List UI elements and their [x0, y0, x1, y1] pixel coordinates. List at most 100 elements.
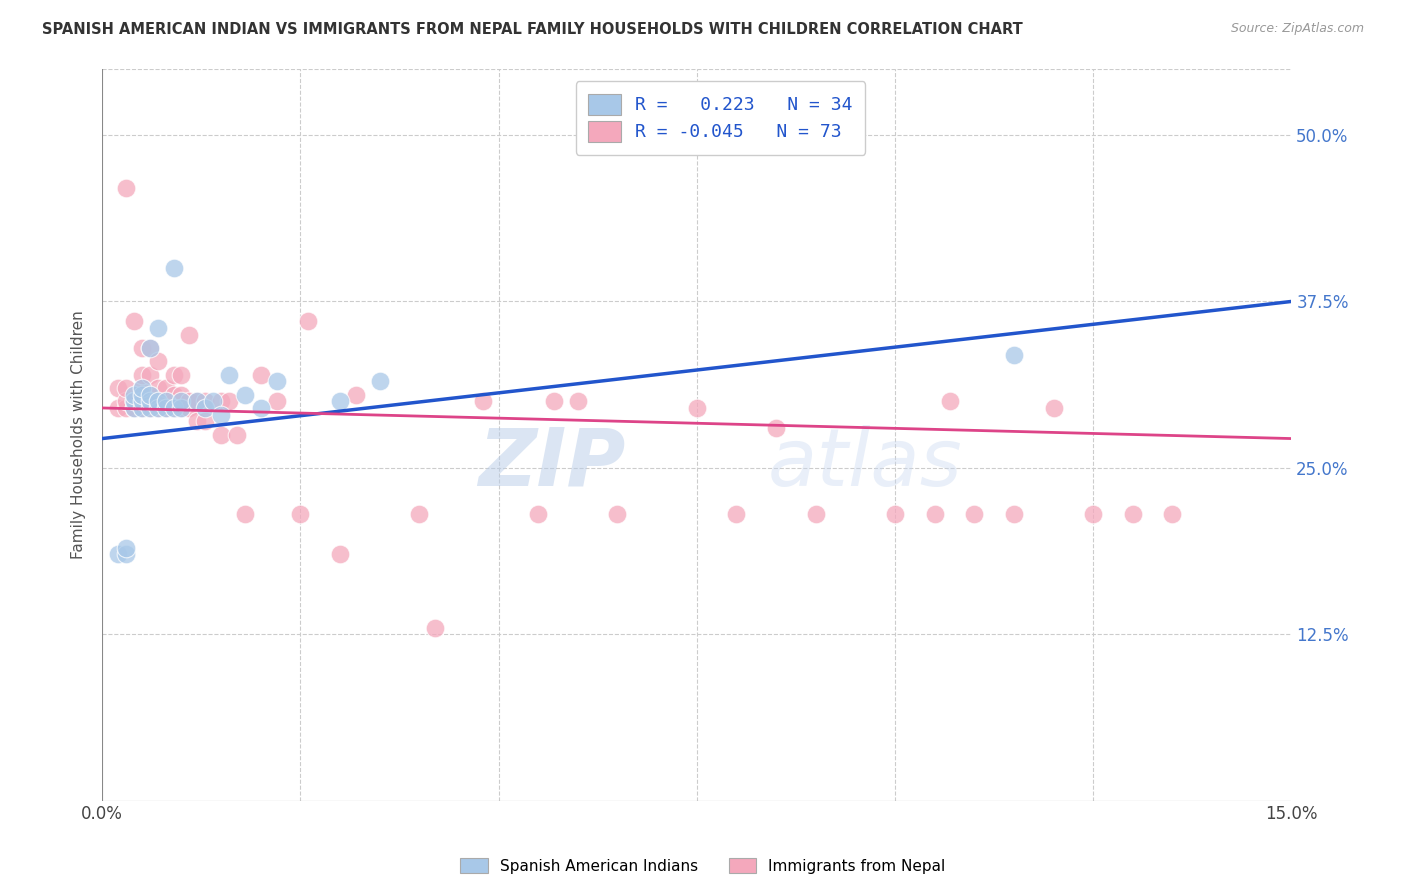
Point	[131, 401, 153, 415]
Point	[218, 368, 240, 382]
Point	[1002, 348, 1025, 362]
Point	[725, 508, 748, 522]
Point	[606, 508, 628, 522]
Point	[139, 401, 162, 415]
Point	[249, 401, 271, 415]
Point	[329, 394, 352, 409]
Point	[146, 354, 169, 368]
Point	[1002, 508, 1025, 522]
Point	[139, 341, 162, 355]
Point	[209, 427, 232, 442]
Point	[344, 387, 367, 401]
Point	[162, 401, 184, 415]
Point	[963, 508, 986, 522]
Point	[107, 547, 129, 561]
Point	[209, 408, 232, 422]
Point	[115, 401, 138, 415]
Point	[179, 394, 201, 409]
Point	[155, 394, 177, 409]
Point	[155, 381, 177, 395]
Point	[131, 381, 153, 395]
Point	[1122, 508, 1144, 522]
Point	[131, 381, 153, 395]
Point	[939, 394, 962, 409]
Point	[131, 387, 153, 401]
Point	[115, 394, 138, 409]
Point	[115, 381, 138, 395]
Point	[115, 547, 138, 561]
Point	[115, 181, 138, 195]
Point	[122, 394, 145, 409]
Point	[139, 387, 162, 401]
Point	[122, 394, 145, 409]
Point	[146, 321, 169, 335]
Point	[249, 368, 271, 382]
Point	[139, 387, 162, 401]
Point	[1042, 401, 1064, 415]
Point	[290, 508, 312, 522]
Point	[179, 401, 201, 415]
Point	[765, 421, 787, 435]
Point	[170, 394, 193, 409]
Point	[1161, 508, 1184, 522]
Text: Source: ZipAtlas.com: Source: ZipAtlas.com	[1230, 22, 1364, 36]
Text: atlas: atlas	[768, 425, 963, 503]
Point	[226, 427, 249, 442]
Point	[543, 394, 565, 409]
Point	[131, 368, 153, 382]
Point	[368, 374, 391, 388]
Point	[162, 368, 184, 382]
Point	[146, 381, 169, 395]
Point	[122, 394, 145, 409]
Point	[170, 368, 193, 382]
Point	[924, 508, 946, 522]
Point	[194, 394, 217, 409]
Point	[146, 394, 169, 409]
Point	[115, 541, 138, 555]
Point	[179, 327, 201, 342]
Point	[107, 401, 129, 415]
Point	[209, 394, 232, 409]
Point	[155, 401, 177, 415]
Point	[146, 401, 169, 415]
Point	[233, 508, 256, 522]
Point	[131, 394, 153, 409]
Text: SPANISH AMERICAN INDIAN VS IMMIGRANTS FROM NEPAL FAMILY HOUSEHOLDS WITH CHILDREN: SPANISH AMERICAN INDIAN VS IMMIGRANTS FR…	[42, 22, 1024, 37]
Point	[131, 394, 153, 409]
Point	[233, 387, 256, 401]
Point	[139, 401, 162, 415]
Point	[471, 394, 494, 409]
Point	[804, 508, 827, 522]
Point	[329, 547, 352, 561]
Point	[122, 401, 145, 415]
Point	[527, 508, 550, 522]
Point	[131, 341, 153, 355]
Point	[146, 394, 169, 409]
Point	[139, 394, 162, 409]
Y-axis label: Family Households with Children: Family Households with Children	[72, 310, 86, 559]
Point	[155, 394, 177, 409]
Point	[686, 401, 709, 415]
Point	[162, 387, 184, 401]
Point	[194, 401, 217, 415]
Text: ZIP: ZIP	[478, 425, 626, 503]
Point	[131, 401, 153, 415]
Point	[162, 261, 184, 276]
Point	[139, 368, 162, 382]
Point	[218, 394, 240, 409]
Point	[162, 401, 184, 415]
Point	[408, 508, 430, 522]
Point	[122, 314, 145, 328]
Point	[131, 387, 153, 401]
Point	[425, 621, 447, 635]
Point	[186, 394, 208, 409]
Point	[170, 401, 193, 415]
Point	[884, 508, 907, 522]
Point	[186, 394, 208, 409]
Point	[202, 394, 225, 409]
Point	[139, 394, 162, 409]
Point	[266, 374, 288, 388]
Legend: R =   0.223   N = 34, R = -0.045   N = 73: R = 0.223 N = 34, R = -0.045 N = 73	[575, 81, 866, 154]
Point	[122, 401, 145, 415]
Point	[107, 381, 129, 395]
